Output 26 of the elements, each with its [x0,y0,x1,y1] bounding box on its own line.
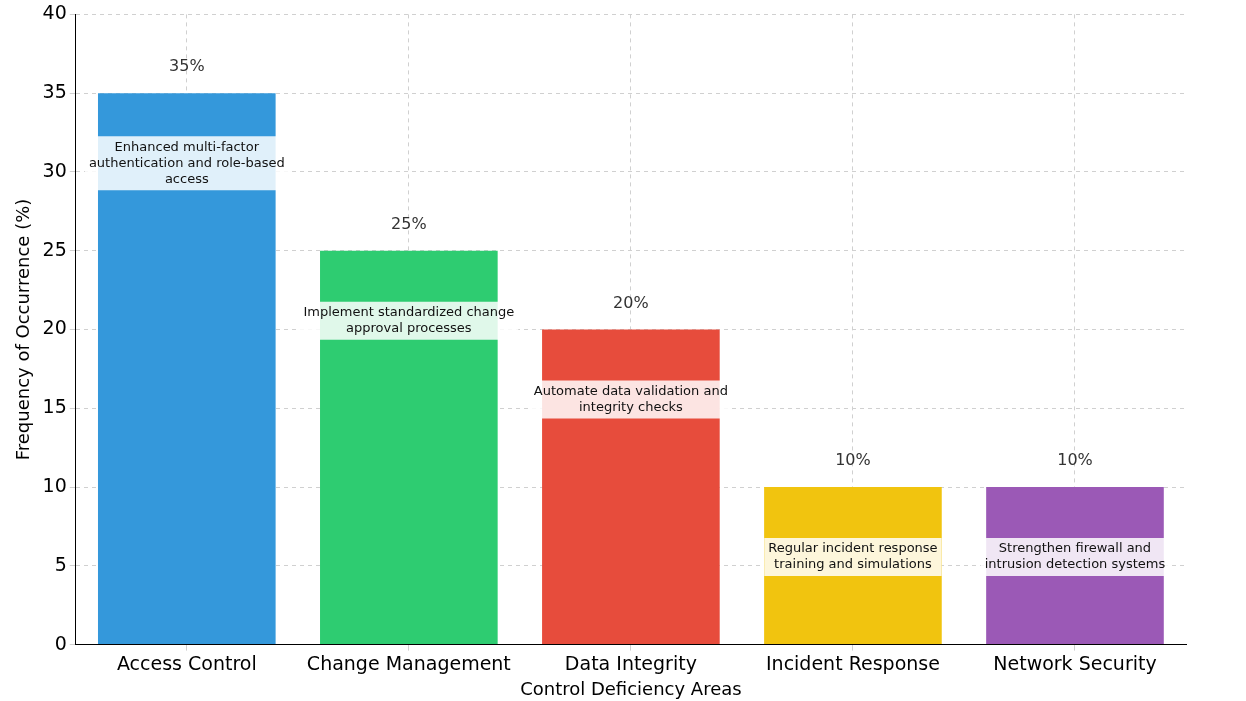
data-label: 25% [391,213,427,233]
y-tick-label: 20 [42,316,67,339]
x-tick-label: Data Integrity [564,651,697,674]
x-tick-label: Access Control [116,651,257,674]
y-tick-label: 25 [42,237,67,260]
y-tick-label: 5 [54,552,67,575]
data-label: 20% [613,292,649,312]
y-tick-label: 10 [42,473,67,496]
y-tick-label: 35 [42,80,67,103]
y-tick-label: 15 [42,395,67,418]
x-tick-label: Change Management [306,651,511,674]
x-axis-title: Control Deficiency Areas [520,677,742,699]
annotation: Enhanced multi-factor authentication and role-based access [88,138,285,186]
annotation: Implement standardized change approval processes [303,304,515,336]
y-tick-label: 30 [42,158,67,181]
data-label: 10% [835,450,871,470]
x-tick-label: Network Security [993,651,1157,674]
y-tick-label: 40 [42,1,67,24]
annotation: Automate data validation and integrity checks [533,382,728,414]
data-label: 35% [169,56,205,76]
y-axis-title: Frequency of Occurrence (%) [12,198,34,461]
annotation: Regular incident response training and simulations [768,540,938,572]
y-tick-label: 0 [54,631,67,654]
annotation: Strengthen firewall and intrusion detection systems [984,540,1166,572]
x-tick-label: Incident Response [765,651,940,674]
data-label: 10% [1057,450,1093,470]
